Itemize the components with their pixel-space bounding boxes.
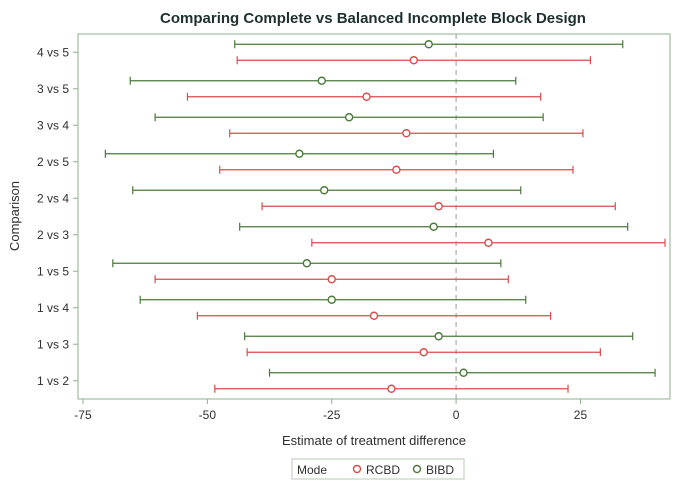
interval-bibd [129, 76, 517, 85]
legend-title: Mode [297, 463, 327, 477]
estimate-point-rcbd [387, 384, 396, 393]
interval-rcbd [214, 384, 569, 393]
estimate-point-bibd [429, 222, 438, 231]
y-tick-label: 3 vs 5 [37, 82, 69, 96]
estimate-point-rcbd [362, 92, 371, 101]
estimate-point-rcbd [434, 202, 443, 211]
legend-box [291, 458, 465, 480]
estimate-point-bibd [317, 76, 326, 85]
chart-marks [104, 40, 666, 393]
y-tick-label: 2 vs 3 [37, 228, 69, 242]
estimate-point-rcbd [327, 275, 336, 284]
interval-rcbd [219, 165, 574, 174]
y-tick-label: 3 vs 4 [37, 118, 69, 132]
y-tick-label: 2 vs 4 [37, 191, 69, 205]
interval-bibd [244, 332, 634, 341]
estimate-point-rcbd [402, 129, 411, 138]
interval-rcbd [236, 56, 592, 65]
estimate-point-rcbd [369, 311, 379, 320]
estimate-point-bibd [344, 113, 354, 122]
estimate-point-bibd [434, 332, 443, 341]
interval-rcbd [186, 92, 542, 101]
interval-bibd [112, 259, 502, 268]
interval-bibd [132, 186, 522, 195]
legend-label-bibd: BIBD [426, 463, 454, 477]
y-tick-label: 4 vs 5 [37, 45, 69, 59]
y-axis-label: Comparison [7, 181, 22, 251]
x-tick-label: -25 [323, 408, 341, 422]
interval-rcbd [229, 129, 584, 138]
interval-bibd [154, 113, 544, 122]
y-tick-label: 1 vs 2 [37, 374, 69, 388]
y-axis: 1 vs 2 1 vs 3 1 vs 4 1 vs 5 2 vs 3 2 vs 4 2 vs… [37, 45, 78, 388]
estimate-point-rcbd [484, 238, 493, 247]
interval-bibd [268, 368, 656, 377]
estimate-point-bibd [320, 186, 329, 195]
chart-title: Comparing Complete vs Balanced Incomplet… [160, 10, 586, 27]
y-tick-label: 2 vs 5 [37, 155, 69, 169]
estimate-point-bibd [295, 149, 304, 158]
x-tick-label: -75 [74, 408, 92, 422]
legend-label-rcbd: RCBD [366, 463, 400, 477]
interval-rcbd [246, 348, 601, 357]
estimate-point-rcbd [392, 165, 401, 174]
estimate-point-rcbd [419, 348, 428, 357]
interval-rcbd [196, 311, 552, 320]
interval-bibd [234, 40, 624, 49]
interval-bibd [239, 222, 629, 231]
y-tick-label: 1 vs 3 [37, 337, 69, 351]
plot-area [77, 33, 671, 400]
interval-rcbd [311, 238, 666, 247]
legend: Mode RCBD BIBD [291, 458, 465, 480]
y-tick-label: 1 vs 5 [37, 264, 69, 278]
x-tick-label: 0 [453, 408, 460, 422]
x-tick-label: -50 [199, 408, 217, 422]
estimate-point-bibd [302, 259, 312, 268]
y-tick-label: 1 vs 4 [37, 301, 69, 315]
legend-marker-bibd [412, 464, 422, 474]
x-tick-label: 25 [574, 408, 588, 422]
interval-rcbd [154, 275, 509, 284]
estimate-point-bibd [327, 295, 336, 304]
estimate-point-bibd [459, 368, 468, 377]
x-axis: -75 -50 -25 0 25 [74, 399, 587, 422]
interval-rcbd [261, 202, 616, 211]
interval-bibd [139, 295, 527, 304]
estimate-point-bibd [424, 40, 433, 49]
interval-bibd [104, 149, 494, 158]
estimate-point-rcbd [409, 56, 418, 65]
x-axis-label: Estimate of treatment difference [282, 433, 466, 448]
legend-marker-rcbd [352, 464, 362, 474]
